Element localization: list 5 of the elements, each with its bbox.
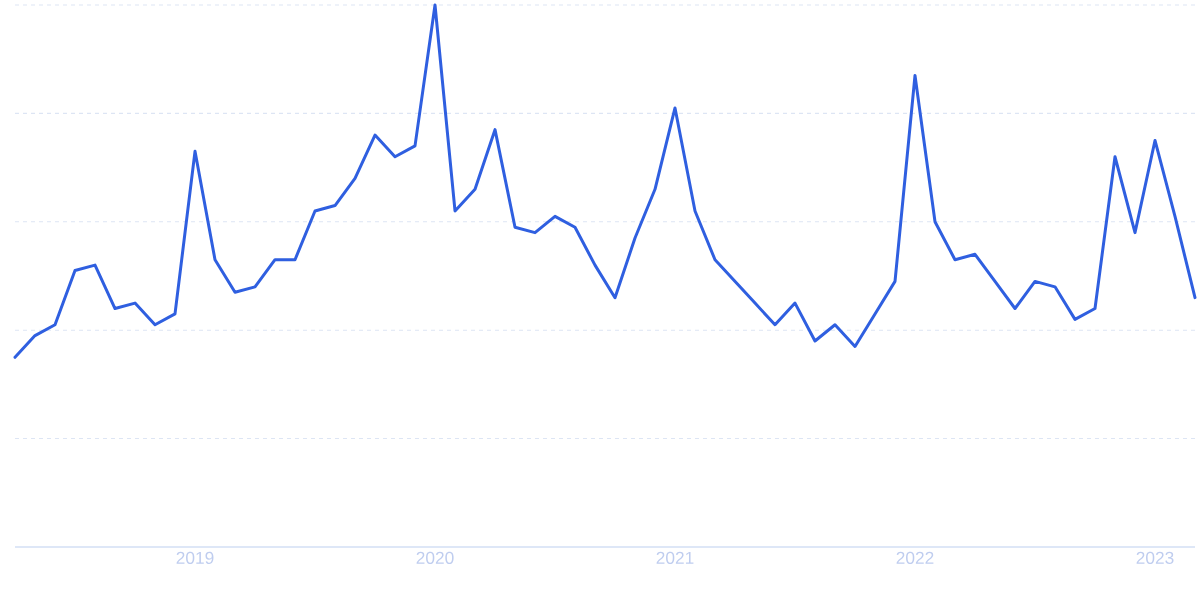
x-tick-label: 2021	[656, 551, 694, 564]
x-tick-label: 2023	[1136, 551, 1174, 564]
x-tick-label: 2022	[896, 551, 934, 564]
x-tick-label: 2019	[176, 551, 214, 564]
x-tick-label: 2020	[416, 551, 454, 564]
